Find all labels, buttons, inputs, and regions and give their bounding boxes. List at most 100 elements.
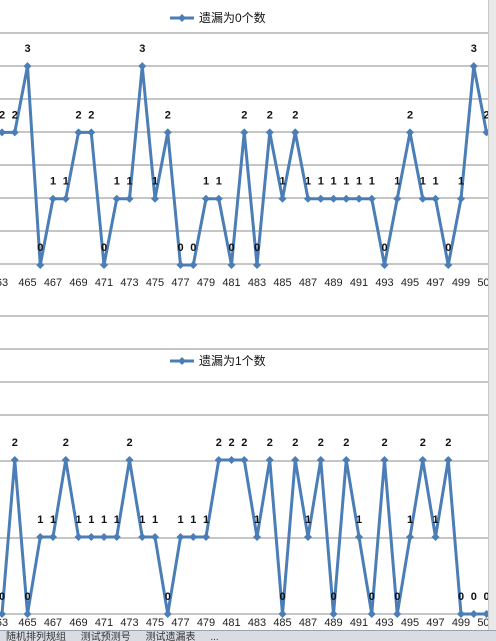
data-label: 1 — [152, 176, 158, 188]
data-label: 2 — [216, 437, 222, 449]
data-label: 1 — [203, 514, 209, 526]
data-label: 2 — [483, 109, 489, 121]
x-tick-label: 63 — [0, 617, 8, 629]
data-label: 1 — [101, 514, 107, 526]
x-tick-label: 465 — [18, 617, 36, 629]
data-label: 0 — [0, 591, 5, 603]
data-label: 0 — [458, 591, 464, 603]
data-point — [214, 194, 223, 203]
data-label: 1 — [216, 176, 222, 188]
x-tick-label: 63 — [0, 277, 8, 289]
data-point — [444, 456, 453, 464]
data-label: 1 — [407, 514, 413, 526]
data-point — [125, 456, 134, 464]
data-point — [329, 194, 338, 203]
data-point — [291, 456, 300, 464]
data-point — [74, 533, 83, 541]
x-tick-label: 491 — [350, 617, 368, 629]
data-point — [304, 194, 312, 203]
x-tick-label: 485 — [273, 277, 291, 289]
data-point — [49, 194, 57, 203]
data-label: 3 — [24, 43, 30, 55]
data-label: 2 — [12, 109, 18, 121]
legend-marker — [178, 357, 186, 365]
data-point — [227, 456, 236, 464]
data-point — [100, 533, 108, 541]
data-point — [469, 610, 478, 618]
data-label: 1 — [114, 514, 120, 526]
data-point — [253, 261, 261, 269]
data-label: 0 — [369, 591, 375, 603]
data-point — [87, 128, 96, 137]
data-label: 3 — [139, 43, 145, 55]
data-point — [151, 533, 159, 541]
vertical-scrollbar[interactable] — [488, 0, 496, 630]
data-label: 1 — [139, 514, 145, 526]
data-point — [316, 456, 325, 464]
data-point — [393, 194, 402, 203]
data-point — [163, 610, 172, 618]
series-line — [2, 65, 488, 267]
sheet-tab[interactable]: 随机排列规组 — [6, 632, 66, 641]
sheet-tab[interactable]: ... — [210, 632, 219, 641]
data-label: 0 — [24, 591, 30, 603]
data-point — [112, 533, 121, 541]
x-tick-label: 487 — [299, 277, 317, 289]
data-label: 1 — [254, 514, 260, 526]
sheet-tab[interactable]: 测试遗漏表 — [145, 632, 196, 641]
data-point — [367, 194, 376, 203]
data-label: 1 — [50, 176, 56, 188]
data-point — [87, 533, 96, 541]
data-label: 1 — [50, 514, 56, 526]
x-tick-label: 495 — [401, 277, 419, 289]
x-tick-label: 485 — [273, 617, 291, 629]
data-point — [304, 533, 312, 541]
data-label: 2 — [88, 109, 94, 121]
data-point — [189, 261, 198, 269]
x-tick-label: 499 — [452, 277, 470, 289]
x-tick-label: 477 — [171, 617, 189, 629]
data-point — [291, 128, 300, 137]
data-point — [342, 456, 351, 464]
data-point — [23, 610, 32, 618]
data-point — [10, 456, 19, 464]
data-label: 1 — [305, 176, 311, 188]
data-point — [36, 261, 45, 269]
data-label: 2 — [75, 109, 81, 121]
data-label: 0 — [330, 591, 336, 603]
data-label: 2 — [267, 437, 273, 449]
x-tick-label: 473 — [120, 277, 138, 289]
data-label: 2 — [407, 109, 413, 121]
x-tick-label: 477 — [171, 277, 189, 289]
data-label: 1 — [318, 176, 324, 188]
x-tick-label: 465 — [18, 277, 36, 289]
data-label: 1 — [152, 514, 158, 526]
data-label: 2 — [267, 109, 273, 121]
data-label: 1 — [203, 176, 209, 188]
data-point — [202, 533, 210, 541]
data-label: 1 — [420, 176, 426, 188]
sheet-tab[interactable]: 测试预测号 — [80, 632, 131, 641]
data-point — [176, 533, 185, 541]
data-label: 2 — [318, 437, 324, 449]
data-point — [469, 62, 478, 71]
x-tick-label: 469 — [69, 277, 87, 289]
data-label: 0 — [228, 242, 234, 254]
x-tick-label: 481 — [222, 617, 240, 629]
data-point — [23, 62, 32, 71]
data-point — [265, 128, 274, 137]
data-label: 1 — [330, 176, 336, 188]
data-point — [0, 610, 6, 618]
x-tick-label: 495 — [401, 617, 419, 629]
x-tick-label: 487 — [299, 617, 317, 629]
data-point — [457, 610, 465, 618]
data-label: 0 — [445, 242, 451, 254]
data-point — [61, 456, 70, 464]
data-label: 2 — [165, 109, 171, 121]
data-point — [189, 533, 198, 541]
data-label: 0 — [254, 242, 260, 254]
data-label: 0 — [190, 242, 196, 254]
x-tick-label: 481 — [222, 277, 240, 289]
data-point — [227, 261, 236, 269]
data-point — [100, 261, 108, 269]
